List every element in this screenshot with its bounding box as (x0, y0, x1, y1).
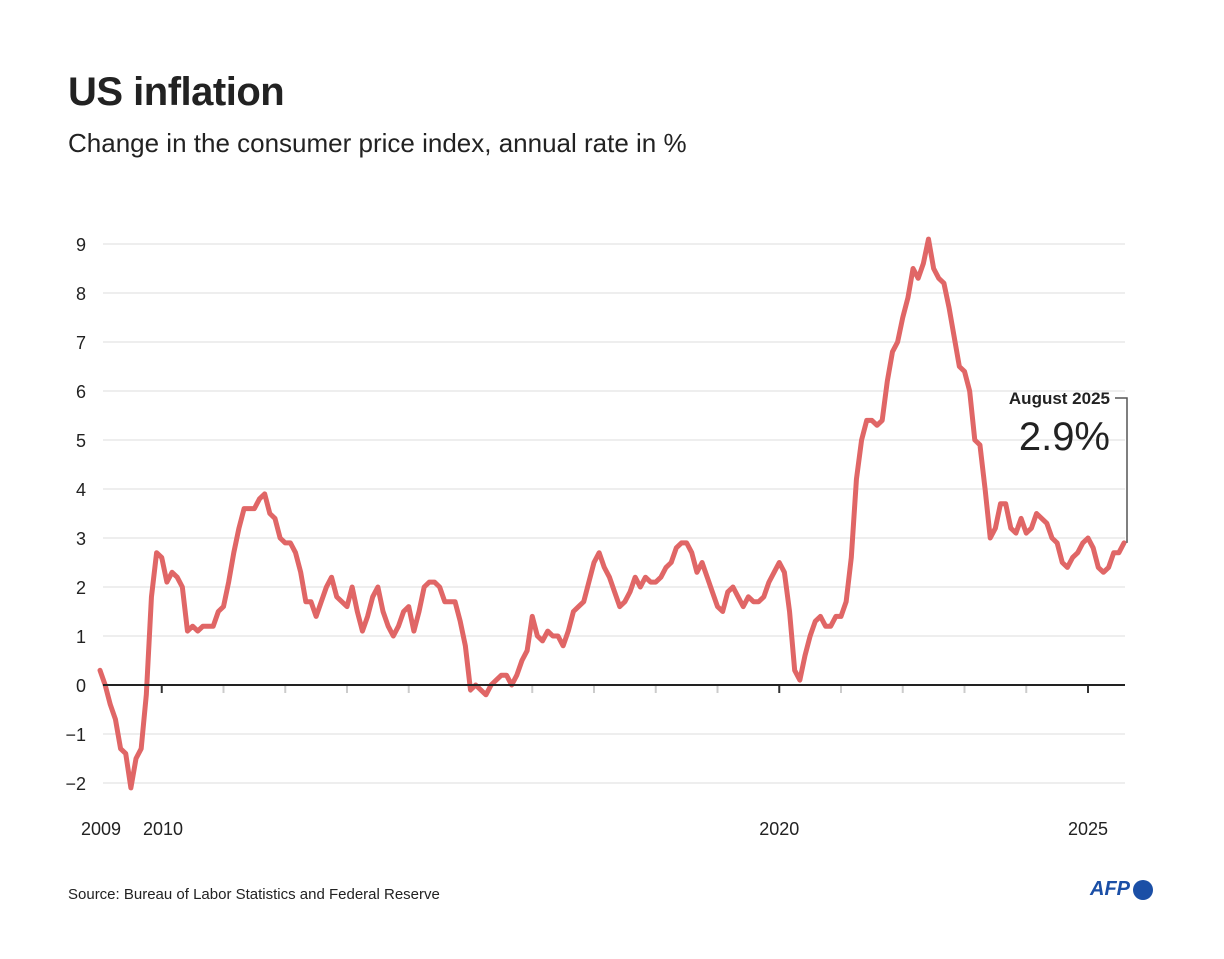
chart-title: US inflation (68, 70, 285, 114)
afp-logo: AFP (1090, 878, 1153, 901)
y-tick-label: 2 (76, 578, 86, 598)
y-tick-label: 5 (76, 431, 86, 451)
y-tick-label: −1 (65, 725, 86, 745)
y-tick-label: 0 (76, 676, 86, 696)
y-tick-label: 1 (76, 627, 86, 647)
afp-logo-dot (1133, 879, 1153, 900)
x-tick-label: 2020 (759, 819, 799, 839)
x-tick-label: 2010 (143, 819, 183, 839)
y-tick-label: 7 (76, 333, 86, 353)
x-tick-label: 2025 (1068, 819, 1108, 839)
y-tick-label: 3 (76, 529, 86, 549)
y-tick-label: 4 (76, 480, 86, 500)
annotation-leader (1115, 397, 1128, 543)
y-tick-label: 8 (76, 284, 86, 304)
afp-logo-text: AFP (1090, 878, 1130, 900)
source-note: Source: Bureau of Labor Statistics and F… (68, 886, 440, 903)
x-tick-label: 2009 (81, 819, 121, 839)
annotation-value: 2.9% (1019, 415, 1110, 459)
y-tick-label: 6 (76, 382, 86, 402)
y-tick-label: 9 (76, 235, 86, 255)
annotation-label: August 2025 (1009, 389, 1110, 408)
y-tick-label: −2 (65, 774, 86, 794)
chart-subtitle: Change in the consumer price index, annu… (68, 128, 687, 158)
inflation-line (97, 236, 1127, 791)
